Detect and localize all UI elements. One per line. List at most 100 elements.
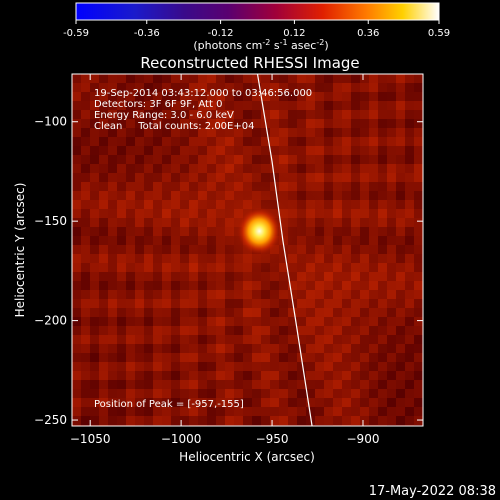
- heatmap-cell: [153, 398, 162, 407]
- heatmap-cell: [297, 155, 306, 164]
- heatmap-cell: [216, 137, 225, 146]
- heatmap-cell: [72, 389, 81, 398]
- heatmap-cell: [189, 119, 198, 128]
- heatmap-cell: [117, 83, 126, 92]
- heatmap-cell: [378, 182, 387, 191]
- heatmap-cell: [414, 218, 423, 227]
- heatmap-cell: [405, 173, 414, 182]
- heatmap-cell: [126, 389, 135, 398]
- heatmap-cell: [153, 191, 162, 200]
- heatmap-cell: [333, 317, 342, 326]
- heatmap-cell: [315, 362, 324, 371]
- heatmap-cell: [90, 227, 99, 236]
- heatmap-cell: [288, 335, 297, 344]
- heatmap-cell: [270, 317, 279, 326]
- heatmap-cell: [378, 344, 387, 353]
- heatmap-cell: [162, 173, 171, 182]
- heatmap-cell: [135, 110, 144, 119]
- heatmap-cell: [117, 299, 126, 308]
- heatmap-cell: [234, 299, 243, 308]
- heatmap-cell: [216, 128, 225, 137]
- heatmap-cell: [234, 155, 243, 164]
- heatmap-cell: [72, 245, 81, 254]
- heatmap-cell: [387, 245, 396, 254]
- heatmap-cell: [144, 164, 153, 173]
- heatmap-cell: [324, 173, 333, 182]
- heatmap-cell: [234, 92, 243, 101]
- heatmap-cell: [315, 380, 324, 389]
- heatmap-cell: [405, 236, 414, 245]
- heatmap-cell: [351, 398, 360, 407]
- heatmap-cell: [117, 245, 126, 254]
- heatmap-cell: [72, 83, 81, 92]
- heatmap-cell: [306, 74, 315, 83]
- heatmap-cell: [216, 398, 225, 407]
- heatmap-cell: [72, 398, 81, 407]
- heatmap-cell: [387, 398, 396, 407]
- heatmap-cell: [414, 155, 423, 164]
- heatmap-cell: [99, 110, 108, 119]
- heatmap-cell: [234, 362, 243, 371]
- heatmap-cell: [378, 119, 387, 128]
- heatmap-cell: [171, 335, 180, 344]
- heatmap-cell: [234, 137, 243, 146]
- heatmap-cell: [396, 281, 405, 290]
- heatmap-cell: [279, 155, 288, 164]
- heatmap-cell: [261, 137, 270, 146]
- heatmap-cell: [180, 371, 189, 380]
- heatmap-cell: [117, 344, 126, 353]
- heatmap-cell: [180, 407, 189, 416]
- heatmap-cell: [243, 335, 252, 344]
- heatmap-cell: [351, 335, 360, 344]
- colorbar-tick-label: -0.12: [208, 28, 234, 39]
- heatmap-cell: [81, 101, 90, 110]
- heatmap-cell: [261, 335, 270, 344]
- heatmap-cell: [288, 380, 297, 389]
- heatmap-cell: [351, 110, 360, 119]
- x-tick-label: −950: [256, 432, 289, 446]
- heatmap-cell: [153, 74, 162, 83]
- heatmap-cell: [225, 398, 234, 407]
- heatmap-cell: [387, 164, 396, 173]
- heatmap-cell: [135, 407, 144, 416]
- heatmap-cell: [225, 308, 234, 317]
- heatmap-cell: [162, 101, 171, 110]
- heatmap-cell: [171, 173, 180, 182]
- heatmap-cell: [72, 353, 81, 362]
- heatmap-cell: [225, 407, 234, 416]
- heatmap-cell: [369, 245, 378, 254]
- heatmap-cell: [333, 353, 342, 362]
- heatmap-cell: [81, 92, 90, 101]
- heatmap-cell: [360, 362, 369, 371]
- heatmap-cell: [153, 326, 162, 335]
- heatmap-cell: [252, 416, 261, 425]
- heatmap-cell: [243, 353, 252, 362]
- heatmap-cell: [414, 137, 423, 146]
- heatmap-cell: [117, 416, 126, 425]
- heatmap-cell: [72, 119, 81, 128]
- heatmap-cell: [387, 236, 396, 245]
- heatmap-cell: [90, 281, 99, 290]
- heatmap-cell: [108, 191, 117, 200]
- heatmap-cell: [315, 74, 324, 83]
- heatmap-cell: [324, 200, 333, 209]
- heatmap-cell: [108, 74, 117, 83]
- heatmap-cell: [72, 110, 81, 119]
- heatmap-cell: [72, 308, 81, 317]
- heatmap-cell: [351, 407, 360, 416]
- heatmap-cell: [81, 326, 90, 335]
- heatmap-cell: [198, 335, 207, 344]
- heatmap-cell: [153, 362, 162, 371]
- heatmap-cell: [171, 353, 180, 362]
- heatmap-cell: [162, 371, 171, 380]
- heatmap-cell: [405, 110, 414, 119]
- heatmap-cell: [405, 119, 414, 128]
- heatmap-cell: [243, 146, 252, 155]
- heatmap-cell: [126, 110, 135, 119]
- heatmap-cell: [234, 101, 243, 110]
- heatmap-cell: [252, 119, 261, 128]
- heatmap-cell: [144, 299, 153, 308]
- heatmap-cell: [81, 128, 90, 137]
- heatmap-cell: [135, 398, 144, 407]
- heatmap-cell: [216, 308, 225, 317]
